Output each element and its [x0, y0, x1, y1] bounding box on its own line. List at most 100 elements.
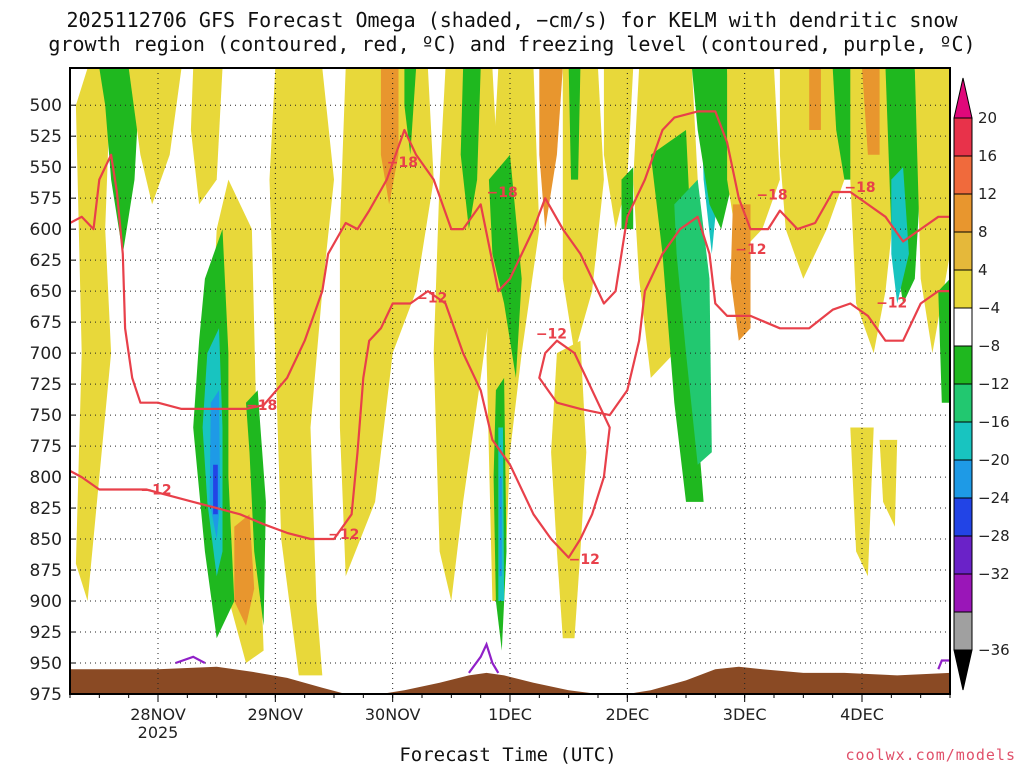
omega-region-45 — [850, 427, 874, 577]
omega-region-42 — [891, 167, 909, 304]
omega-region-35 — [730, 204, 751, 341]
contour-label: −12 — [569, 552, 600, 568]
colorbar-bin-11 — [953, 535, 973, 575]
omega-region-3 — [190, 68, 223, 205]
omega-region-46 — [879, 439, 898, 527]
freezing-level-contours — [175, 641, 950, 674]
y-tick-label: 900 — [30, 592, 62, 612]
colorbar-label: 16 — [978, 147, 997, 165]
contour-label: −18 — [844, 180, 875, 196]
omega-region-20 — [562, 68, 604, 354]
omega-region-43 — [914, 68, 950, 354]
colorbar-label: 4 — [978, 261, 988, 279]
x-tick-label: 29NOV — [248, 705, 304, 724]
y-tick-label: 800 — [30, 468, 62, 488]
omega-region-19 — [539, 68, 563, 230]
omega-shading — [75, 68, 950, 676]
contour-label: −12 — [140, 482, 171, 498]
colorbar-label: −24 — [978, 489, 1010, 507]
x-tick-label: 28NOV — [130, 705, 186, 724]
omega-region-37 — [809, 68, 821, 130]
terrain-layer — [70, 666, 950, 694]
colorbar-bin-10 — [953, 497, 973, 537]
colorbar-bottom-arrow — [953, 649, 973, 691]
colorbar-label: −16 — [978, 413, 1010, 431]
colorbar-bin-0 — [953, 117, 973, 157]
colorbar-bin-5 — [953, 307, 973, 347]
contour-label: −12 — [536, 326, 567, 342]
colorbar-label: 20 — [978, 109, 997, 127]
contour-label: −12 — [735, 242, 766, 258]
omega-region-1 — [99, 68, 141, 254]
contour-label: −18 — [387, 155, 418, 171]
terrain-fill — [70, 666, 950, 694]
dgz-contour-1 — [70, 215, 950, 559]
y-tick-label: 525 — [30, 127, 62, 147]
colorbar-bin-8 — [953, 421, 973, 461]
colorbar-bin-2 — [953, 193, 973, 233]
chart-title-line-1: 2025112706 GFS Forecast Omega (shaded, −… — [66, 8, 958, 32]
omega-region-13 — [380, 68, 399, 205]
omega-region-40 — [862, 68, 880, 155]
contour-label: −12 — [328, 527, 359, 543]
x-tick-label: 2DEC — [605, 705, 649, 724]
omega-region-12 — [339, 68, 434, 577]
colorbar-bin-9 — [953, 459, 973, 499]
y-tick-label: 725 — [30, 375, 62, 395]
colorbar-label: −28 — [978, 527, 1010, 545]
colorbar-label: −32 — [978, 565, 1010, 583]
y-tick-label: 700 — [30, 344, 62, 364]
y-tick-label: 775 — [30, 437, 62, 457]
contour-label: −18 — [246, 398, 277, 414]
contour-label: −18 — [487, 185, 518, 201]
y-tick-label: 550 — [30, 158, 62, 178]
y-tick-label: 650 — [30, 282, 62, 302]
colorbar-label: 12 — [978, 185, 997, 203]
y-tick-label: 925 — [30, 623, 62, 643]
x-tick-label: 3DEC — [723, 705, 767, 724]
freezing-level-2 — [937, 659, 950, 670]
y-tick-label: 625 — [30, 251, 62, 271]
omega-region-8 — [213, 464, 218, 515]
y-tick-label: 750 — [30, 406, 62, 426]
y-tick-label: 875 — [30, 561, 62, 581]
omega-region-26 — [603, 68, 634, 230]
omega-region-9 — [234, 514, 255, 626]
x-tick-label: 30NOV — [365, 705, 421, 724]
omega-region-44 — [938, 278, 950, 403]
colorbar-label: −8 — [978, 337, 1000, 355]
colorbar-bin-1 — [953, 155, 973, 195]
y-tick-label: 950 — [30, 654, 62, 674]
freezing-level-0 — [175, 655, 206, 665]
x-tick-label: 4DEC — [840, 705, 884, 724]
y-tick-label: 675 — [30, 313, 62, 333]
y-tick-label: 850 — [30, 530, 62, 550]
colorbar-top-arrow — [953, 77, 973, 119]
omega-region-22 — [551, 340, 587, 639]
colorbar-label: −4 — [978, 299, 1000, 317]
omega-region-18 — [488, 154, 522, 378]
colorbar-label: −36 — [978, 641, 1010, 659]
omega-region-21 — [568, 68, 581, 180]
x-axis-title: Forecast Time (UTC) — [399, 744, 617, 766]
x-tick-label: 1DEC — [488, 705, 532, 724]
y-axis: 500 525 550 575 600 625 650 675 700 725 750 775 800 8… — [30, 96, 76, 705]
credit-text: coolwx.com/models — [845, 746, 1016, 764]
colorbar-bin-7 — [953, 383, 973, 423]
y-tick-label: 600 — [30, 220, 62, 240]
omega-region-33 — [691, 68, 733, 230]
dgz-contour-0 — [70, 110, 950, 410]
omega-region-30 — [674, 179, 712, 465]
colorbar-label: −12 — [978, 375, 1010, 393]
y-tick-label: 575 — [30, 189, 62, 209]
colorbar-label: −20 — [978, 451, 1010, 469]
omega-region-16 — [460, 68, 481, 230]
y-tick-label: 500 — [30, 96, 62, 116]
y-tick-label: 825 — [30, 499, 62, 519]
chart-title-line-2: growth region (contoured, red, ºC) and f… — [48, 32, 976, 56]
colorbar-label: 8 — [978, 223, 988, 241]
contour-label: −18 — [756, 187, 787, 203]
